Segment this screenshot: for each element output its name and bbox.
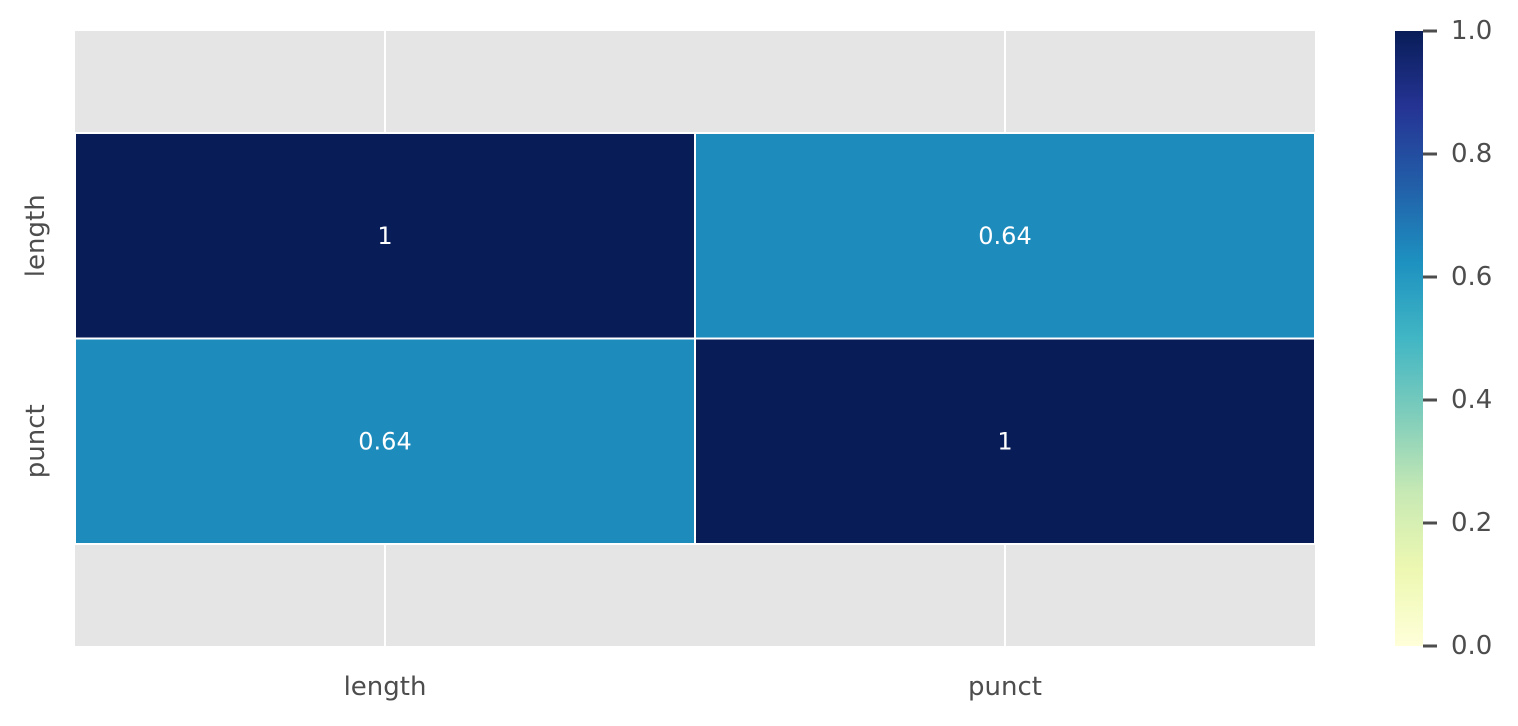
colorbar-tick-label: 0.6 bbox=[1451, 262, 1492, 292]
colorbar-tick-label: 1.0 bbox=[1451, 16, 1492, 46]
x-tick-label: punct bbox=[968, 672, 1042, 702]
colorbar-tick-label: 0.2 bbox=[1451, 508, 1492, 538]
heatmap-cell bbox=[74, 132, 696, 340]
colorbar-gradient bbox=[1395, 31, 1423, 646]
axis-labels: length punct length punct bbox=[21, 194, 1042, 702]
heatmap-cell bbox=[694, 337, 1316, 545]
colorbar: 0.0 0.2 0.4 0.6 0.8 1.0 bbox=[1395, 16, 1492, 661]
cell-value-label: 0.64 bbox=[358, 427, 411, 455]
cell-value-label: 1 bbox=[377, 222, 392, 250]
heatmap-cells: 1 0.64 0.64 1 bbox=[74, 132, 1316, 545]
y-tick-label: length bbox=[21, 194, 51, 277]
colorbar-tick-label: 0.0 bbox=[1451, 631, 1492, 661]
cell-value-label: 0.64 bbox=[978, 222, 1031, 250]
x-tick-label: length bbox=[344, 672, 427, 702]
heatmap-cell bbox=[694, 132, 1316, 340]
cell-value-label: 1 bbox=[997, 427, 1012, 455]
colorbar-tick-label: 0.4 bbox=[1451, 385, 1492, 415]
heatmap-cell bbox=[74, 337, 696, 545]
colorbar-tick-label: 0.8 bbox=[1451, 139, 1492, 169]
y-tick-label: punct bbox=[21, 404, 51, 478]
